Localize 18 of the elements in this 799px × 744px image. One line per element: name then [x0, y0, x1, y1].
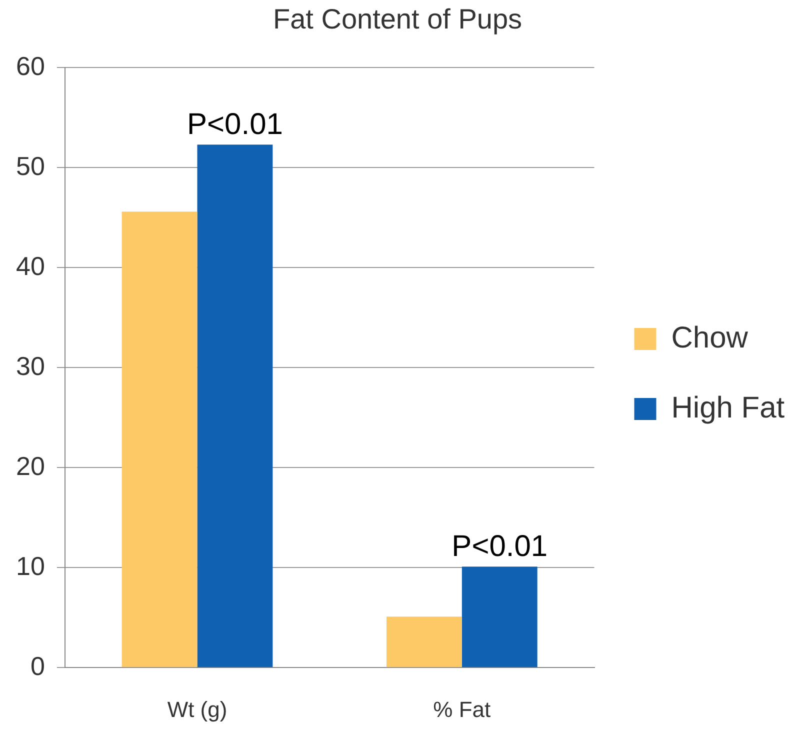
y-tick-label: 20: [16, 450, 45, 481]
y-tick-label: 30: [16, 350, 45, 381]
y-tick-label: 40: [16, 250, 45, 281]
bar: [462, 566, 538, 668]
legend-label: High Fat: [671, 391, 786, 424]
bar: [122, 212, 198, 668]
y-tick-label: 0: [30, 650, 45, 681]
y-tick-label: 50: [16, 150, 45, 181]
legend-label: Chow: [671, 321, 748, 354]
annotation: P<0.01: [452, 530, 548, 563]
bar: [386, 616, 462, 668]
y-tick-label: 10: [16, 550, 45, 581]
chart-title: Fat Content of Pups: [272, 4, 522, 35]
y-tick-label: 60: [16, 50, 45, 81]
x-tick-label: Wt (g): [167, 696, 228, 722]
x-tick-label: % Fat: [433, 696, 491, 722]
bar: [197, 144, 273, 668]
annotation: P<0.01: [187, 108, 283, 141]
